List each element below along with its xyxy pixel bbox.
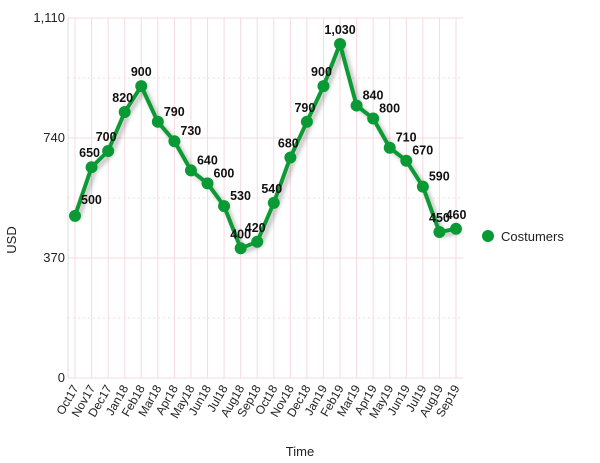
data-label: 1,030 (324, 23, 355, 37)
y-axis: 0 370 740 1,110 (33, 10, 65, 385)
data-point (284, 151, 297, 164)
data-label: 800 (379, 102, 400, 116)
data-point (151, 115, 164, 128)
y-tick-label: 1,110 (33, 10, 65, 25)
data-point (300, 115, 313, 128)
data-label: 400 (230, 227, 251, 241)
data-label: 840 (363, 89, 384, 103)
data-point (350, 99, 363, 112)
data-label: 730 (180, 124, 201, 138)
data-point (85, 161, 98, 174)
legend-label: Costumers (501, 229, 564, 244)
data-label: 900 (311, 65, 332, 79)
grid-lines (67, 17, 463, 379)
data-label: 790 (164, 105, 185, 119)
data-label: 820 (112, 91, 133, 105)
y-axis-title: USD (4, 226, 19, 253)
data-point (433, 226, 446, 239)
data-label: 460 (446, 208, 467, 222)
data-label: 710 (396, 131, 417, 145)
x-axis-title: Time (286, 444, 314, 459)
data-point (400, 154, 413, 167)
data-label: 670 (412, 144, 433, 158)
data-point (118, 106, 131, 119)
data-point (251, 235, 264, 248)
y-tick-label: 0 (58, 370, 65, 385)
data-point (234, 242, 247, 255)
data-point (334, 37, 347, 50)
legend-marker (482, 230, 494, 242)
data-point (69, 209, 81, 222)
data-point (383, 141, 396, 154)
data-label: 420 (245, 221, 266, 235)
data-point (218, 200, 231, 213)
data-point (450, 222, 462, 235)
data-label: 790 (294, 101, 315, 115)
data-label: 600 (214, 166, 235, 180)
data-point (416, 180, 429, 193)
series-costumers (69, 37, 462, 255)
data-point (135, 80, 148, 93)
y-tick-label: 740 (43, 130, 65, 145)
x-axis: Oct17Nov17Dec17Jan18Feb18Mar18Apr18May18… (53, 382, 462, 420)
data-point (267, 196, 280, 209)
data-point (367, 112, 380, 125)
data-label: 530 (230, 189, 251, 203)
data-label: 700 (96, 130, 117, 144)
data-label: 900 (131, 65, 152, 79)
data-label: 650 (79, 146, 100, 160)
data-point (168, 135, 181, 148)
data-label: 590 (429, 170, 450, 184)
data-point (184, 164, 197, 177)
legend: Costumers (478, 229, 564, 244)
y-tick-label: 370 (43, 250, 65, 265)
data-point (317, 80, 330, 93)
data-label: 680 (278, 136, 299, 150)
data-label: 500 (81, 193, 102, 207)
data-label: 450 (429, 211, 450, 225)
data-point (201, 177, 214, 190)
data-point (102, 144, 115, 157)
data-label: 640 (197, 153, 218, 167)
data-label: 540 (261, 182, 282, 196)
